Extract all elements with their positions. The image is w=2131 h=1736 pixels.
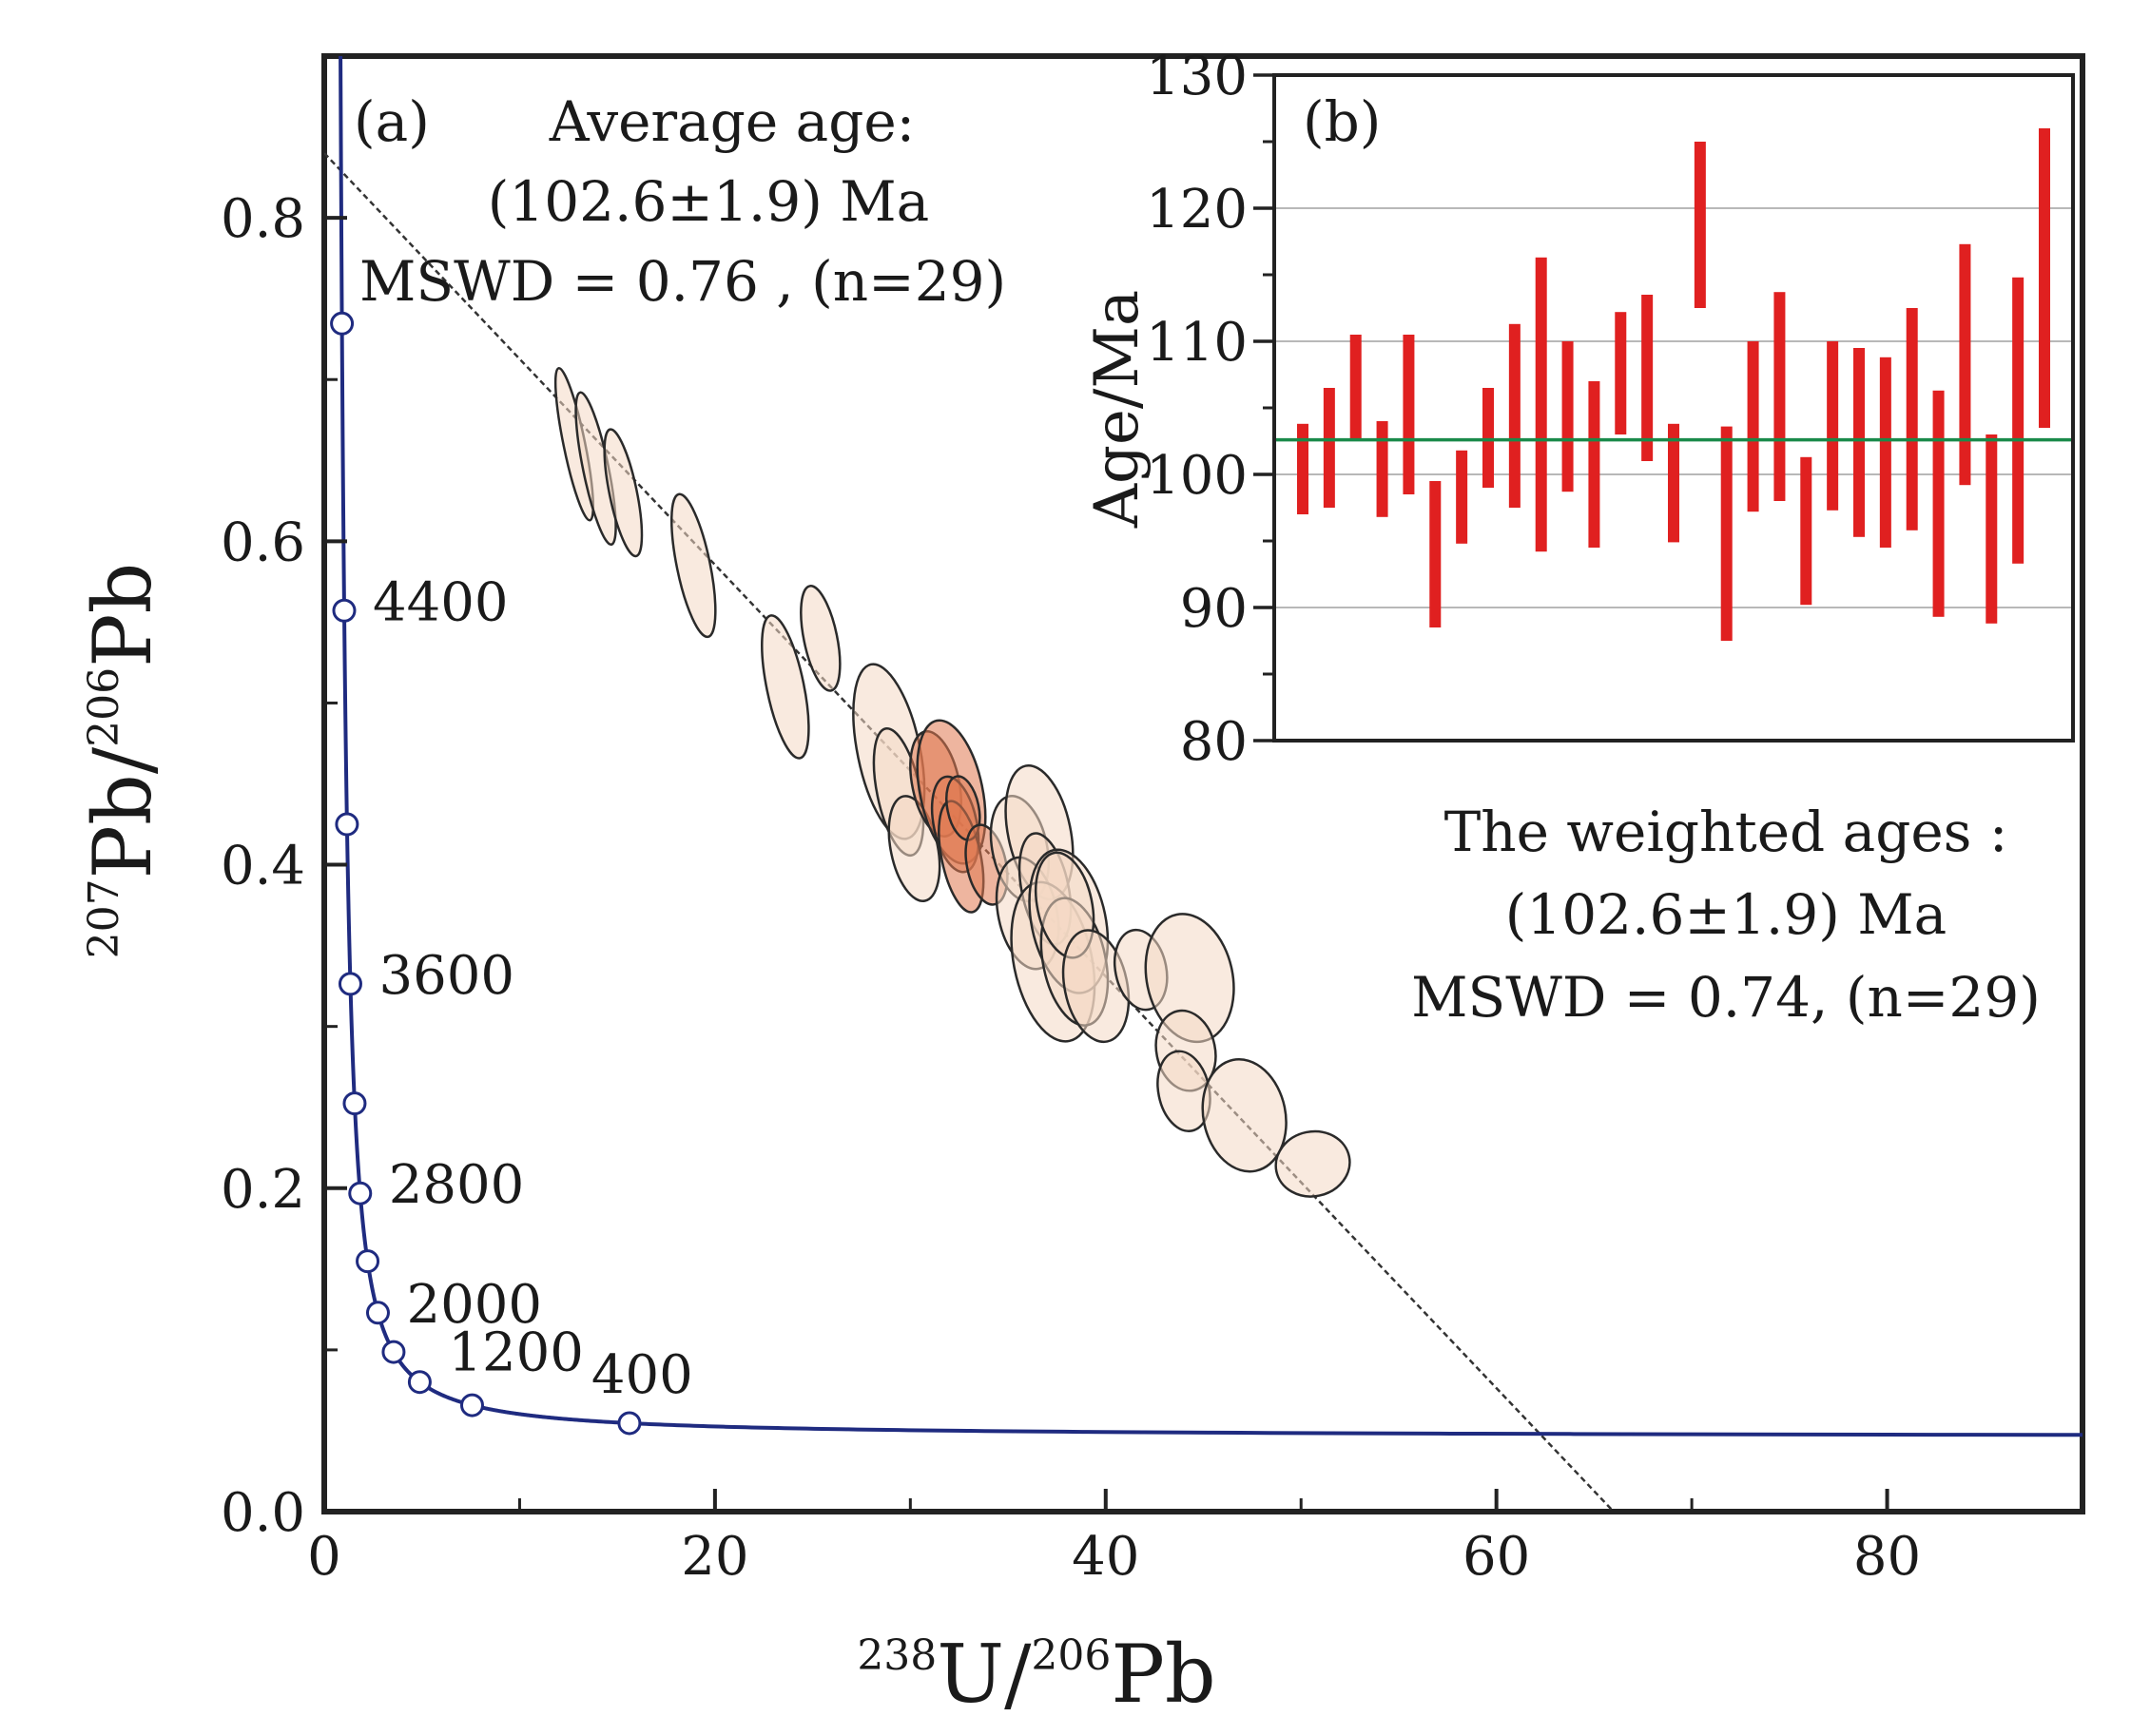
y-tick-label: 0.8 [221, 188, 305, 250]
age-error-bar [2012, 277, 2024, 564]
concordia-age-label: 2800 [389, 1154, 525, 1216]
concordia-age-marker [356, 1249, 380, 1274]
age-error-bar [1535, 257, 1547, 552]
age-error-bar [1508, 323, 1521, 508]
concordia-age-label: 1200 [448, 1322, 584, 1384]
concordia-age-label: 2000 [406, 1274, 542, 1336]
avg-age-mswd: MSWD = 0.76 , (n=29) [359, 249, 1006, 314]
panel-a-ticks: 0 20 40 60 80 0.0 0.2 0.4 0.6 0.8 4400 3600 2800 2000… [221, 54, 1921, 1588]
concordia-age-label: 4400 [373, 571, 509, 633]
y-axis-title: 207Pb/206Pb [76, 563, 169, 959]
inset-y-tick-label: 90 [1180, 578, 1248, 640]
age-error-bar [1297, 423, 1308, 514]
age-error-bar [1641, 295, 1654, 461]
x-tick-label: 0 [307, 1526, 341, 1588]
y-tick-label: 0.6 [221, 511, 305, 573]
panel-b-label: (b) [1303, 89, 1381, 154]
concordia-layer [330, 56, 2083, 1437]
age-error-bar [1376, 421, 1388, 517]
concordia-age-label: 400 [591, 1344, 693, 1406]
age-error-bar [1959, 243, 1971, 486]
inset-bars [1297, 128, 2050, 641]
error-ellipse [1274, 1129, 1351, 1198]
y-tick-label: 0.2 [221, 1159, 305, 1221]
avg-age-line1: Average age: [549, 89, 915, 154]
age-error-bar [1906, 308, 1918, 530]
age-error-bar [1429, 481, 1442, 627]
age-error-bar [1668, 423, 1679, 543]
inset-y-tick-label: 100 [1146, 445, 1248, 507]
panel-a-frame [321, 53, 2085, 1514]
age-error-bar [1349, 335, 1362, 441]
age-error-bar [1456, 450, 1468, 544]
age-error-bar [1694, 142, 1706, 308]
age-error-bar [1588, 381, 1600, 548]
x-axis-title: 238U/206Pb [857, 1628, 1215, 1721]
concordia-age-marker [365, 1301, 390, 1325]
inset-y-tick-label: 120 [1146, 179, 1248, 241]
age-error-bar [1323, 388, 1335, 508]
age-error-bar [2039, 128, 2050, 428]
inset-y-axis-title: Age/Ma [1082, 290, 1153, 529]
concordia-age-marker [381, 1340, 406, 1364]
age-error-bar [1773, 292, 1786, 501]
x-tick-label: 40 [1072, 1526, 1139, 1588]
inset-ticks: 80 90 100 110 120 130 [1146, 46, 1274, 773]
error-ellipse [1201, 1058, 1288, 1173]
weighted-note-line1: The weighted ages : [1444, 800, 2008, 864]
concordia-age-marker [332, 598, 357, 623]
age-error-bar [1403, 335, 1415, 494]
panel-a-label: (a) [354, 89, 430, 154]
concordia-age-marker [459, 1393, 484, 1418]
avg-age-line2: (102.6±1.9) Ma [488, 169, 930, 234]
age-error-bar [1827, 341, 1839, 511]
x-tick-label: 80 [1853, 1526, 1921, 1588]
ellipses-layer [553, 367, 1351, 1198]
inset-y-tick-label: 130 [1146, 46, 1248, 107]
concordia-age-marker [338, 972, 362, 996]
age-error-bar [1615, 312, 1627, 434]
age-error-bar [1986, 434, 1998, 624]
concordia-curve [339, 56, 2083, 1437]
age-error-bar [1482, 388, 1494, 488]
concordia-age-marker [335, 812, 359, 837]
x-tick-label: 20 [681, 1526, 748, 1588]
age-error-bar [1561, 341, 1574, 492]
concordia-age-label: 3600 [378, 945, 514, 1007]
error-ellipse [670, 492, 717, 639]
error-ellipse [603, 428, 644, 558]
weighted-note-line3: MSWD = 0.74, (n=29) [1411, 965, 2041, 1030]
x-tick-label: 60 [1463, 1526, 1530, 1588]
age-error-bar [1720, 426, 1733, 641]
inset-background [1274, 75, 2073, 741]
weighted-note-line2: (102.6±1.9) Ma [1505, 882, 1947, 947]
age-error-bar [1932, 390, 1945, 617]
concordia-age-marker [348, 1181, 373, 1206]
inset-y-tick-label: 110 [1146, 312, 1248, 374]
age-error-bar [1800, 456, 1812, 606]
concordia-age-marker [342, 1091, 367, 1116]
error-ellipse [800, 585, 842, 692]
age-error-bar [1747, 341, 1759, 512]
y-tick-label: 0.0 [221, 1482, 305, 1544]
age-error-bar [1879, 357, 1891, 548]
y-tick-label: 0.4 [221, 836, 305, 897]
inset-y-tick-label: 80 [1180, 711, 1248, 773]
error-ellipse [761, 614, 810, 760]
age-error-bar [1853, 348, 1865, 537]
concordia-age-marker [407, 1370, 432, 1395]
concordia-age-marker [617, 1411, 642, 1436]
concordia-age-marker [330, 311, 355, 336]
